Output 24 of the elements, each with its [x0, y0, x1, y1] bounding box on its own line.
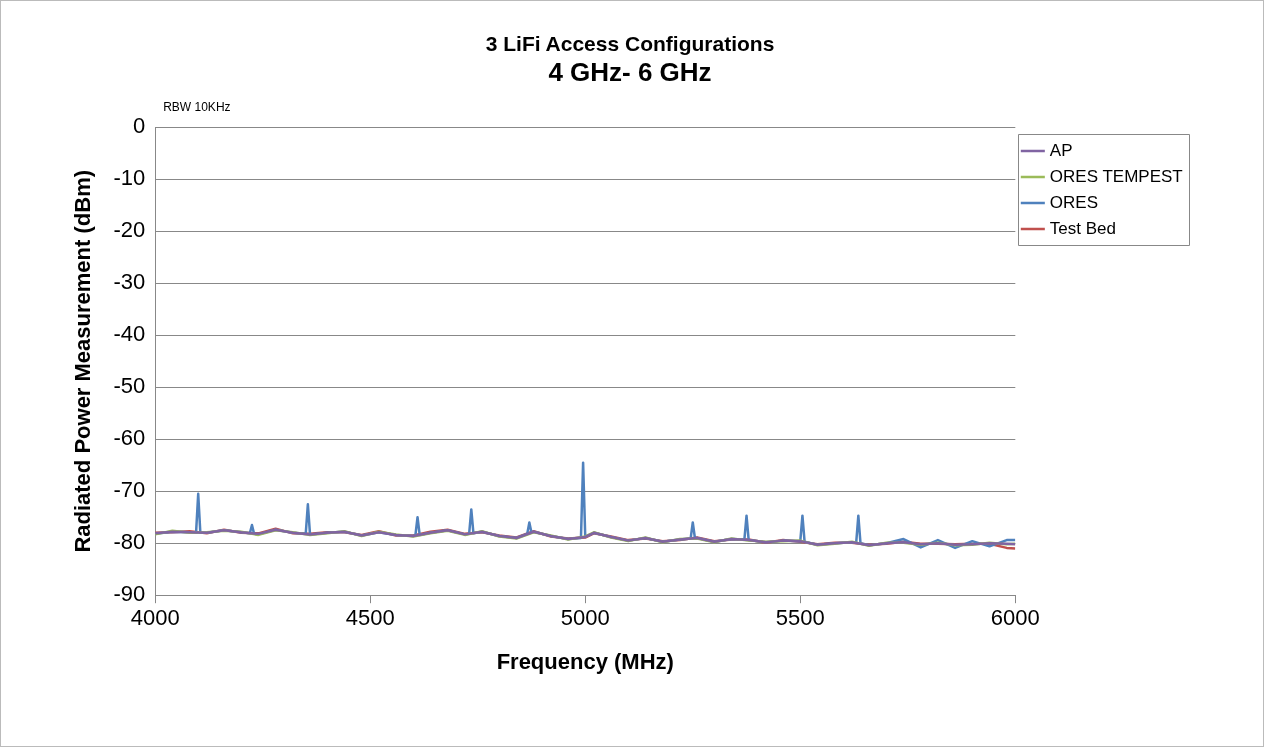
x-tick-label: 5500 [775, 605, 825, 631]
y-tick-label: -50 [113, 373, 146, 399]
y-tick-label: -30 [113, 269, 146, 295]
legend-label: ORES [1049, 192, 1098, 212]
x-tick-label: 6000 [990, 605, 1040, 631]
x-axis-title: Frequency (MHz) [496, 648, 674, 674]
legend-label: AP [1049, 140, 1073, 160]
x-tick-label: 5000 [560, 605, 610, 631]
y-axis-title: Radiated Power Measurement (dBm) [70, 169, 96, 553]
y-tick-label: -70 [113, 477, 146, 503]
y-tick-label: -40 [113, 321, 146, 347]
y-tick-label: -60 [113, 425, 146, 451]
y-tick-label: -90 [113, 581, 146, 607]
y-tick-label: 0 [132, 113, 146, 139]
x-tick-label: 4000 [130, 605, 180, 631]
y-tick-label: -20 [113, 217, 146, 243]
y-tick-label: -10 [113, 165, 146, 191]
text: RBW 10KHz [163, 99, 231, 114]
chart-subtitle: 4 GHz- 6 GHz [548, 56, 712, 87]
y-tick-label: -80 [113, 529, 146, 555]
x-tick-label: 4500 [345, 605, 395, 631]
legend-label: Test Bed [1049, 218, 1116, 238]
legend-label: ORES TEMPEST [1049, 166, 1183, 186]
chart-title: 3 LiFi Access Configurations [485, 32, 775, 56]
